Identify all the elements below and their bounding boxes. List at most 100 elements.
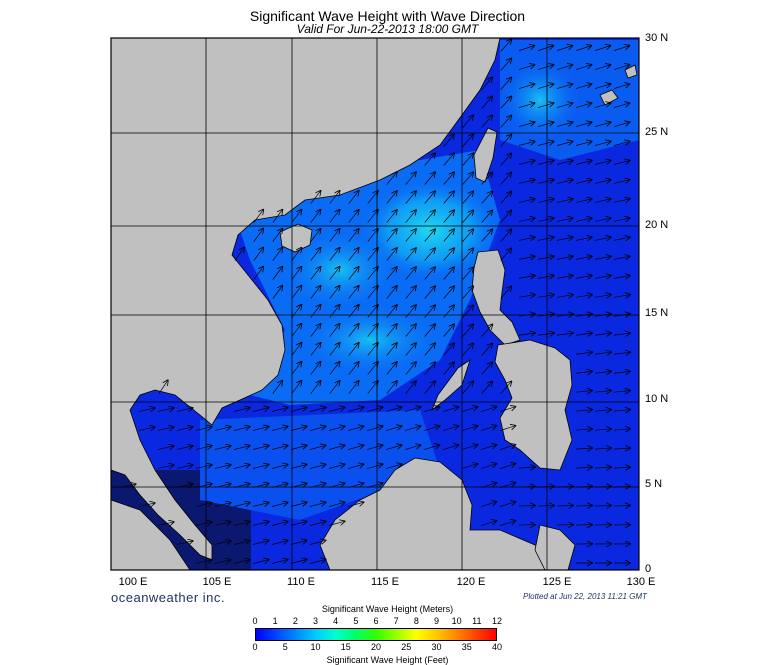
wave-direction-arrow xyxy=(556,276,573,279)
wave-direction-arrow xyxy=(613,314,630,316)
wave-direction-arrow xyxy=(310,229,321,242)
wave-direction-arrow xyxy=(594,218,611,221)
wave-direction-arrow xyxy=(594,141,610,146)
wave-direction-arrow xyxy=(328,483,344,488)
lat-label-10n: 10 N xyxy=(645,393,669,405)
wave-direction-arrow xyxy=(481,77,493,90)
wave-direction-arrow xyxy=(500,287,512,299)
wave-direction-arrow xyxy=(518,276,535,279)
wave-direction-arrow xyxy=(500,40,512,52)
wave-direction-arrow xyxy=(500,192,512,204)
wave-direction-arrow xyxy=(556,237,573,240)
wave-direction-arrow xyxy=(309,464,325,469)
wave-direction-arrow xyxy=(613,103,629,108)
wave-direction-arrow xyxy=(347,502,363,507)
lat-label-5n: 5 N xyxy=(645,478,663,490)
wave-direction-arrow xyxy=(518,333,535,335)
wave-direction-arrow xyxy=(518,122,534,127)
lon-label-130e: 130 E xyxy=(626,576,656,588)
wave-direction-arrow xyxy=(575,180,592,184)
wave-direction-arrow xyxy=(271,541,288,545)
wave-direction-arrow xyxy=(518,84,534,89)
colorbar xyxy=(255,628,497,641)
wave-direction-arrow xyxy=(310,305,321,318)
wave-direction-arrow xyxy=(594,295,611,298)
wave-direction-arrow xyxy=(499,502,515,507)
wave-direction-arrow xyxy=(233,427,250,431)
wave-direction-arrow xyxy=(500,135,512,147)
wave-direction-arrow xyxy=(481,343,493,356)
wave-direction-arrow xyxy=(613,84,629,89)
colorbar-feet-tick: 15 xyxy=(340,642,351,652)
wave-direction-arrow xyxy=(347,483,363,488)
wave-direction-arrow xyxy=(310,267,321,280)
wave-direction-arrow xyxy=(537,276,554,279)
wave-direction-arrow xyxy=(443,172,454,185)
wave-direction-arrow xyxy=(348,267,359,280)
wave-direction-arrow xyxy=(271,522,288,526)
wave-direction-arrow xyxy=(594,448,611,449)
wave-direction-arrow xyxy=(537,65,553,70)
wave-direction-arrow xyxy=(253,248,263,261)
colorbar-feet-title: Significant Wave Height (Feet) xyxy=(326,655,449,665)
wave-direction-arrow xyxy=(214,541,231,545)
wave-direction-arrow xyxy=(272,381,283,394)
wave-direction-arrow xyxy=(233,541,250,545)
wave-direction-arrow xyxy=(423,445,439,450)
wave-direction-arrow xyxy=(214,522,231,526)
wave-direction-arrow xyxy=(613,122,629,127)
wave-direction-arrow xyxy=(556,218,573,221)
wave-direction-arrow xyxy=(461,426,477,431)
colorbar-meters-tick: 7 xyxy=(393,616,399,626)
land-hainan xyxy=(279,223,313,253)
wave-direction-arrow xyxy=(329,324,340,337)
wave-direction-arrow xyxy=(367,286,378,299)
wave-direction-arrow xyxy=(157,522,174,525)
wave-direction-arrow xyxy=(348,286,359,299)
lon-label-110e: 110 E xyxy=(287,576,315,588)
wave-direction-arrow xyxy=(443,343,454,356)
lat-label-20n: 20 N xyxy=(645,219,669,231)
wave-direction-arrow xyxy=(462,153,473,166)
wave-direction-arrow xyxy=(462,191,473,204)
colorbar-meters-tick: 8 xyxy=(413,616,419,626)
wave-direction-arrow xyxy=(443,191,454,204)
wave-direction-arrow xyxy=(518,199,535,203)
wave-direction-arrow xyxy=(157,427,174,430)
wave-direction-arrow xyxy=(481,381,493,394)
wave-direction-arrow xyxy=(613,505,630,506)
wave-direction-arrow xyxy=(309,445,325,450)
wave-direction-arrow xyxy=(252,408,269,412)
wave-direction-arrow xyxy=(252,446,269,450)
wave-direction-arrow xyxy=(214,446,231,450)
wave-direction-arrow xyxy=(424,362,435,375)
land-sumatra xyxy=(111,499,191,570)
wave-direction-arrow xyxy=(442,407,458,412)
wave-direction-arrow xyxy=(556,103,572,108)
wave-direction-arrow xyxy=(556,486,573,487)
wave-direction-arrow xyxy=(575,505,592,506)
wave-direction-arrow xyxy=(367,191,378,204)
wave-direction-arrow xyxy=(613,486,630,487)
wave-direction-arrow xyxy=(195,522,212,526)
wave-direction-arrow xyxy=(348,229,359,242)
wave-direction-arrow xyxy=(518,65,534,70)
wave-direction-arrow xyxy=(348,305,359,318)
wave-direction-arrow xyxy=(575,486,592,487)
lon-label-105e: 105 E xyxy=(202,576,232,588)
wave-direction-arrow xyxy=(233,465,250,469)
wave-direction-arrow xyxy=(329,381,340,394)
wave-direction-arrow xyxy=(575,467,592,468)
wave-direction-arrow xyxy=(310,381,321,394)
wave-direction-arrow xyxy=(385,407,401,412)
wave-direction-arrow xyxy=(481,324,493,337)
wave-direction-arrow xyxy=(594,65,610,70)
lon-label-115e: 115 E xyxy=(371,576,399,588)
wave-direction-arrow xyxy=(575,333,592,335)
wave-direction-arrow xyxy=(481,229,493,242)
wave-direction-arrow xyxy=(291,343,302,356)
wave-direction-arrow xyxy=(480,426,496,431)
wave-direction-arrow xyxy=(594,256,611,259)
wave-direction-arrow xyxy=(537,314,554,316)
lat-label-0: 0 xyxy=(645,563,652,575)
